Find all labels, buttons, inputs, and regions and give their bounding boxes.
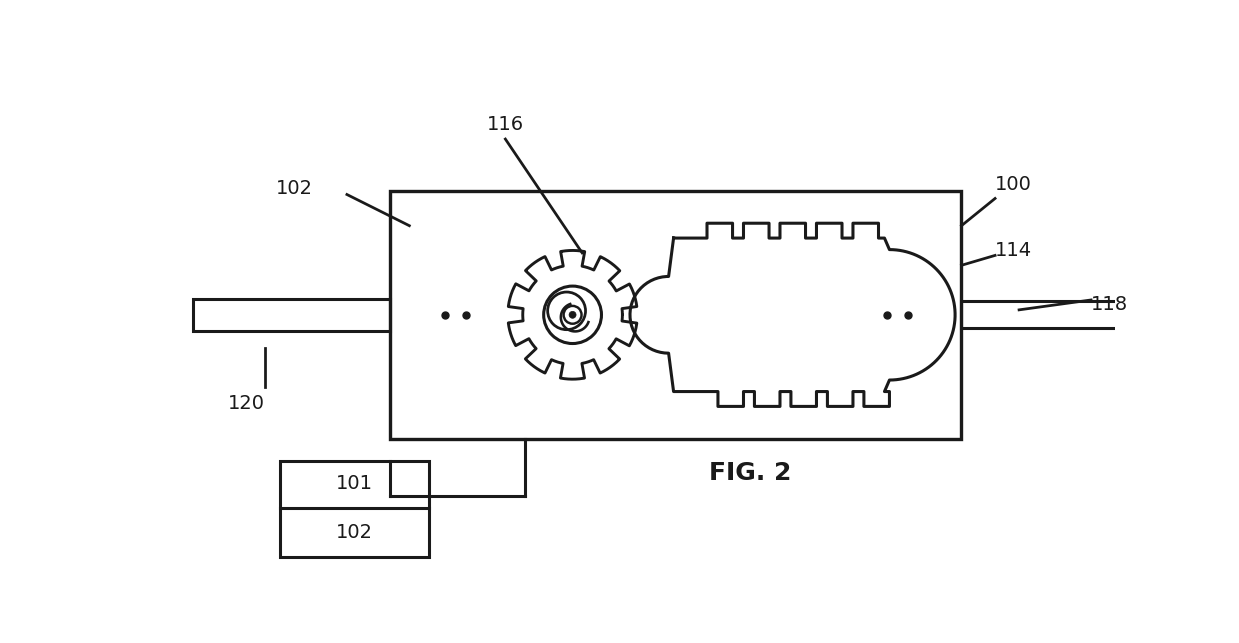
Text: 114: 114	[995, 241, 1032, 260]
Text: 101: 101	[336, 475, 373, 493]
Text: 102: 102	[336, 523, 373, 541]
Bar	[390, 191, 961, 439]
Ellipse shape	[569, 311, 576, 318]
Bar	[280, 461, 429, 557]
Bar	[193, 299, 390, 331]
Text: 102: 102	[276, 179, 313, 198]
Text: 100: 100	[995, 174, 1032, 194]
Text: 118: 118	[1092, 295, 1129, 314]
Text: 116: 116	[487, 115, 524, 134]
Text: 120: 120	[228, 394, 265, 413]
Bar	[961, 301, 1154, 329]
Text: FIG. 2: FIG. 2	[709, 461, 792, 485]
